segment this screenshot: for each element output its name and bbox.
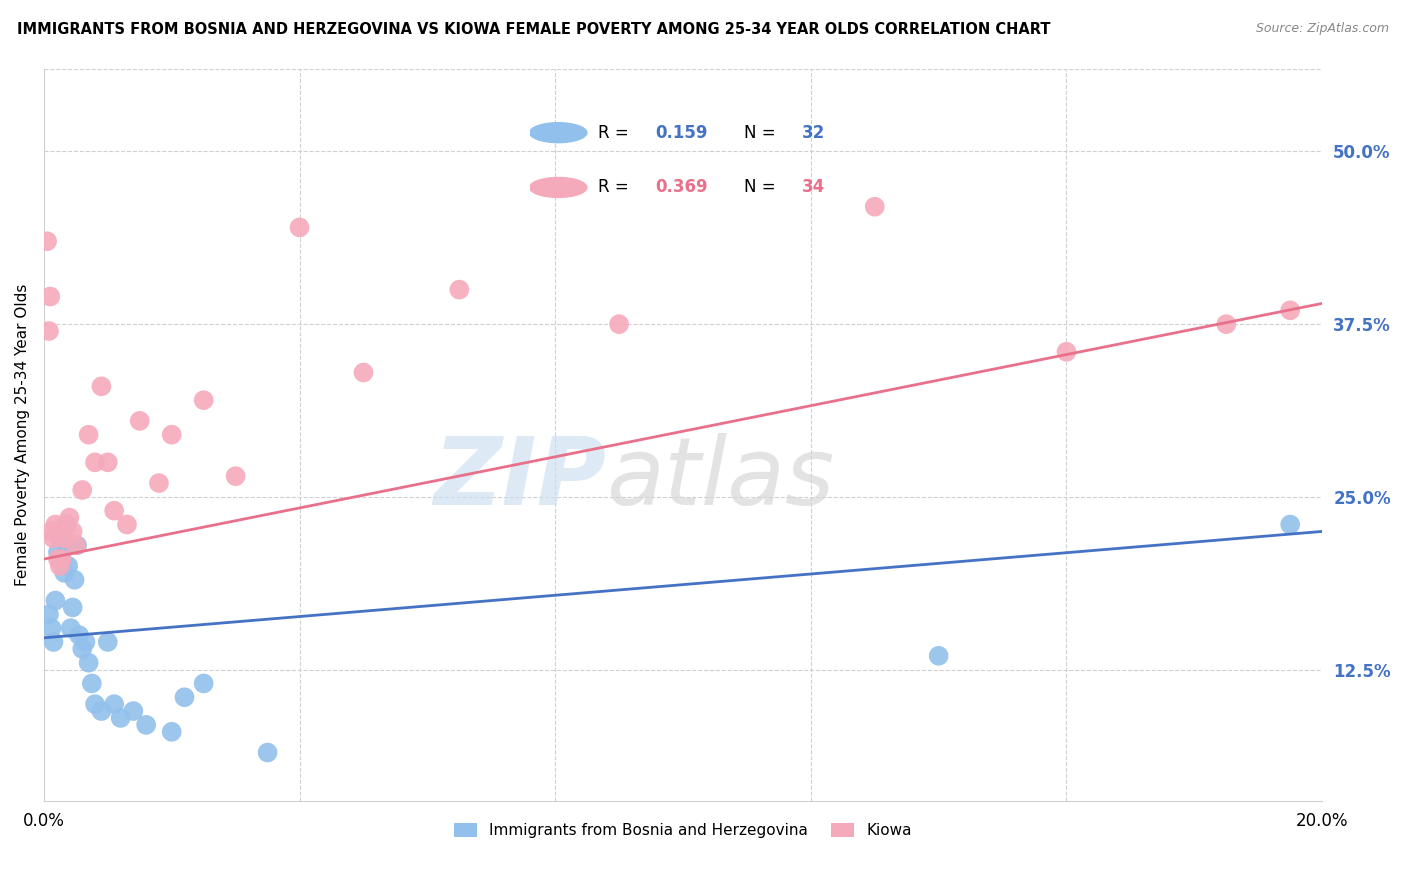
Point — [70, 641, 93, 656]
Text: IMMIGRANTS FROM BOSNIA AND HERZEGOVINA VS KIOWA FEMALE POVERTY AMONG 25-34 YEAR : IMMIGRANTS FROM BOSNIA AND HERZEGOVINA V… — [17, 22, 1050, 37]
Point — [41, 524, 63, 539]
Point — [77, 427, 100, 442]
Point — [55, 517, 77, 532]
Y-axis label: Female Poverty Among 25-34 Year Olds: Female Poverty Among 25-34 Year Olds — [15, 284, 30, 586]
Point — [1279, 303, 1302, 318]
Point — [84, 697, 107, 711]
Point — [1056, 344, 1078, 359]
Point — [148, 476, 170, 491]
Point — [160, 724, 183, 739]
Point — [449, 283, 471, 297]
Point — [1279, 517, 1302, 532]
Point — [256, 746, 278, 760]
Point — [38, 607, 60, 622]
Legend: Immigrants from Bosnia and Herzegovina, Kiowa: Immigrants from Bosnia and Herzegovina, … — [449, 817, 918, 845]
Point — [58, 510, 80, 524]
Point — [193, 393, 215, 408]
Point — [90, 704, 112, 718]
Point — [44, 517, 66, 532]
Point — [90, 379, 112, 393]
Point — [77, 656, 100, 670]
Point — [353, 366, 375, 380]
Point — [35, 234, 58, 248]
Point — [115, 517, 138, 532]
Point — [39, 289, 62, 303]
Point — [97, 455, 120, 469]
Point — [288, 220, 311, 235]
Point — [63, 573, 86, 587]
Point — [97, 635, 120, 649]
Point — [41, 621, 63, 635]
Point — [44, 593, 66, 607]
Text: Source: ZipAtlas.com: Source: ZipAtlas.com — [1256, 22, 1389, 36]
Point — [863, 200, 886, 214]
Point — [66, 538, 89, 552]
Point — [70, 483, 93, 497]
Point — [55, 538, 77, 552]
Point — [225, 469, 247, 483]
Text: ZIP: ZIP — [433, 433, 606, 524]
Point — [103, 504, 125, 518]
Point — [110, 711, 132, 725]
Point — [84, 455, 107, 469]
Point — [67, 628, 90, 642]
Point — [80, 676, 103, 690]
Point — [62, 524, 84, 539]
Point — [103, 697, 125, 711]
Point — [62, 600, 84, 615]
Point — [160, 427, 183, 442]
Point — [928, 648, 950, 663]
Point — [53, 532, 76, 546]
Point — [173, 690, 195, 705]
Point — [46, 552, 69, 566]
Point — [65, 538, 87, 552]
Point — [42, 635, 65, 649]
Point — [59, 621, 82, 635]
Point — [51, 552, 73, 566]
Point — [128, 414, 150, 428]
Point — [607, 317, 630, 331]
Point — [51, 552, 73, 566]
Point — [49, 532, 72, 546]
Point — [46, 545, 69, 559]
Point — [135, 718, 157, 732]
Point — [42, 532, 65, 546]
Point — [56, 558, 79, 573]
Point — [49, 558, 72, 573]
Point — [122, 704, 145, 718]
Point — [53, 566, 76, 580]
Point — [75, 635, 97, 649]
Point — [1215, 317, 1237, 331]
Point — [38, 324, 60, 338]
Text: atlas: atlas — [606, 434, 835, 524]
Point — [193, 676, 215, 690]
